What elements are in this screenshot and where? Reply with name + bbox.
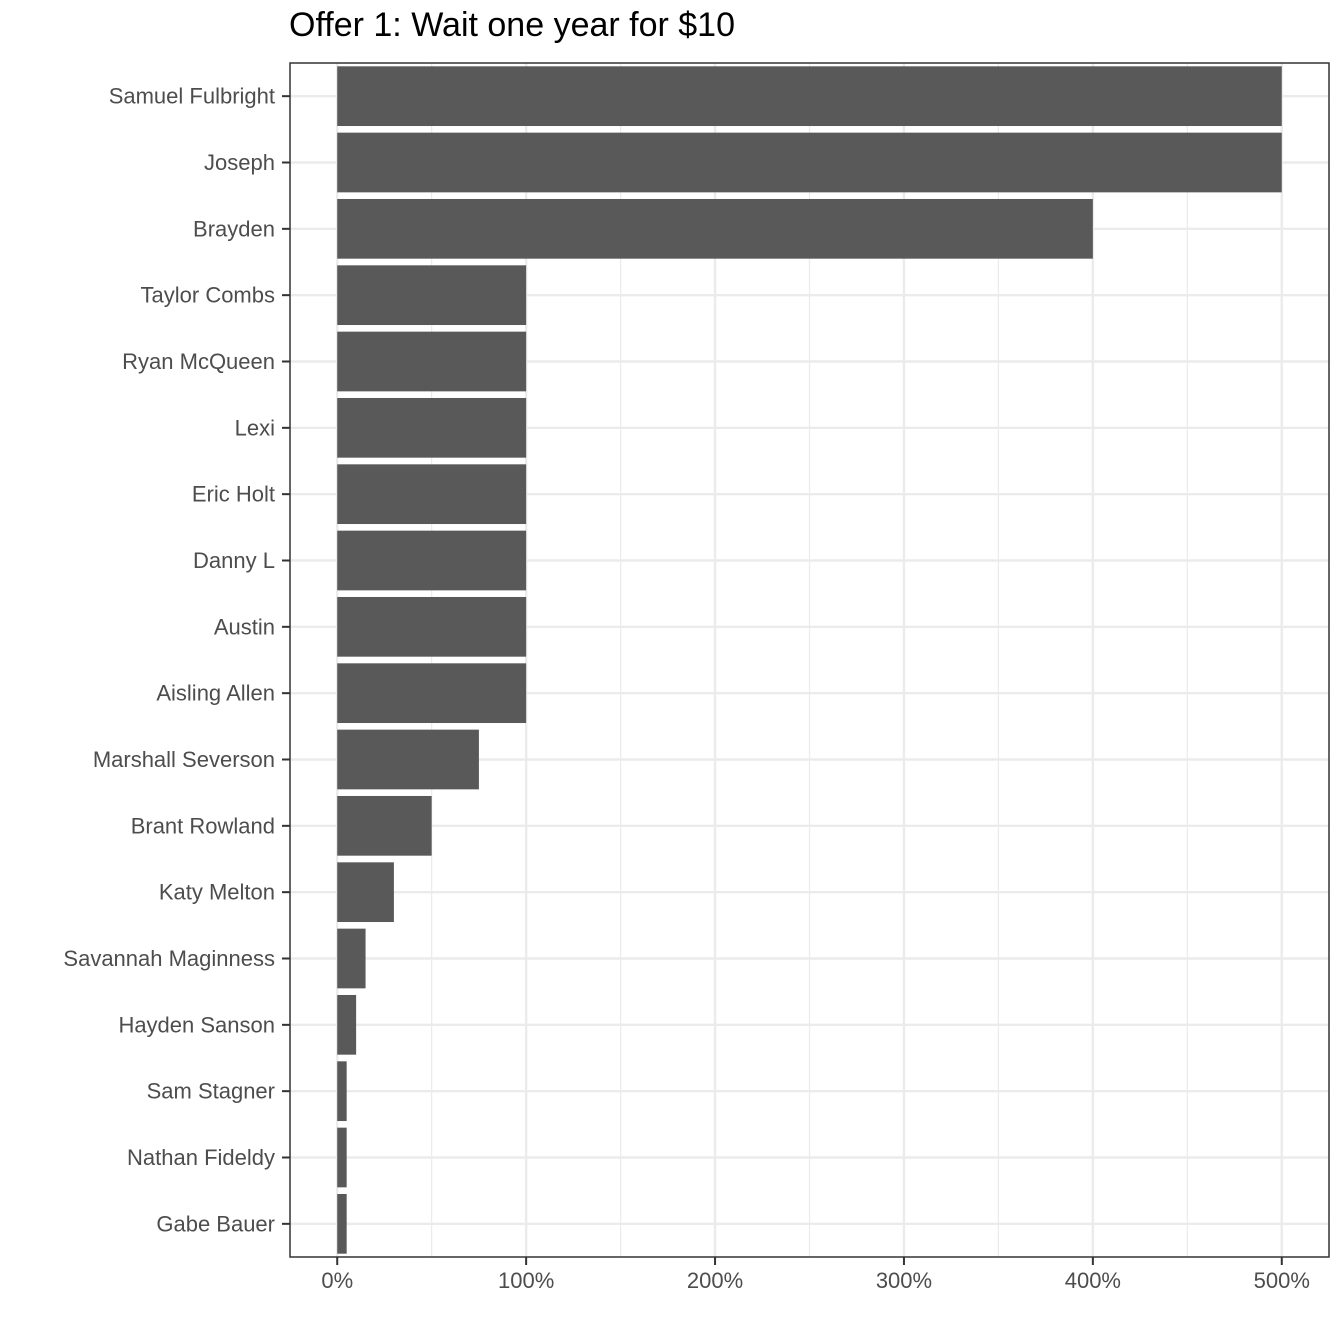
y-tick-label: Nathan Fideldy (127, 1145, 275, 1170)
bar-11 (337, 729, 479, 790)
bar-17 (337, 1127, 347, 1188)
y-tick-label: Hayden Sanson (118, 1012, 275, 1037)
y-tick-label: Aisling Allen (156, 681, 275, 706)
y-tick-label: Taylor Combs (141, 283, 275, 308)
bar-12 (337, 795, 432, 856)
y-tick-label: Savannah Maginness (63, 946, 275, 971)
bar-8 (337, 530, 527, 591)
bar-7 (337, 464, 527, 525)
bar-13 (337, 862, 394, 923)
bar-14 (337, 928, 366, 989)
x-tick-label: 0% (321, 1268, 353, 1293)
bar-9 (337, 596, 527, 657)
bar-3 (337, 198, 1093, 259)
y-tick-label: Brant Rowland (131, 813, 275, 838)
y-tick-label: Marshall Severson (93, 747, 275, 772)
bar-10 (337, 663, 527, 724)
bar-18 (337, 1193, 347, 1254)
bar-15 (337, 994, 357, 1055)
x-tick-label: 400% (1065, 1268, 1121, 1293)
bar-1 (337, 66, 1282, 127)
bar-4 (337, 265, 527, 326)
y-tick-label: Samuel Fulbright (109, 84, 275, 109)
y-tick-label: Joseph (204, 150, 275, 175)
x-tick-label: 300% (876, 1268, 932, 1293)
bar-2 (337, 132, 1282, 193)
y-tick-label: Sam Stagner (147, 1079, 275, 1104)
y-tick-label: Ryan McQueen (122, 349, 275, 374)
y-tick-label: Austin (214, 614, 275, 639)
y-tick-label: Danny L (193, 548, 275, 573)
y-tick-label: Gabe Bauer (156, 1211, 275, 1236)
x-tick-label: 200% (687, 1268, 743, 1293)
y-tick-label: Katy Melton (159, 880, 275, 905)
y-tick-label: Brayden (193, 216, 275, 241)
panel-border (289, 62, 1330, 1258)
x-tick-label: 500% (1254, 1268, 1310, 1293)
chart-title: Offer 1: Wait one year for $10 (289, 6, 736, 44)
x-tick-label: 100% (498, 1268, 554, 1293)
bar-16 (337, 1061, 347, 1122)
bar-5 (337, 331, 527, 392)
y-tick-label: Eric Holt (192, 482, 275, 507)
y-tick-label: Lexi (235, 415, 275, 440)
bar-6 (337, 397, 527, 458)
